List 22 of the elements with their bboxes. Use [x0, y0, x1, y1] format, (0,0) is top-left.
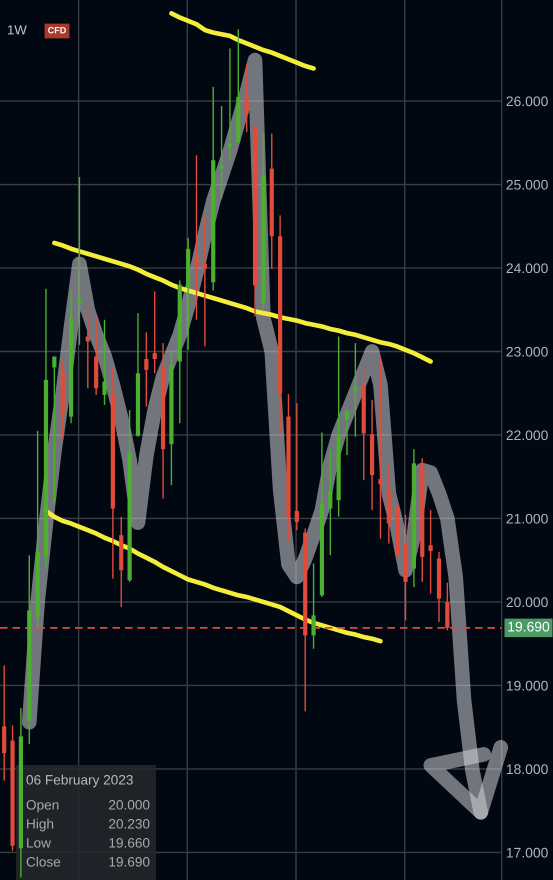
annotation: 19.690 [109, 857, 150, 867]
annotation: Low [27, 838, 52, 848]
y-tick-label: 26.000 [506, 96, 548, 106]
y-tick-label: 24.000 [506, 263, 548, 274]
y-tick-label: 18.000 [506, 764, 548, 774]
y-tick-label: 22.000 [506, 430, 548, 440]
annotation: CFD [48, 27, 66, 34]
y-tick-label: 21.000 [506, 514, 548, 524]
annotation: 06 February 2023 [26, 774, 133, 788]
y-tick-label: 25.000 [506, 180, 548, 190]
annotation: 19.660 [109, 838, 150, 848]
annotation: High [27, 818, 54, 832]
annotation: 20.000 [109, 800, 150, 810]
y-tick-label: 19.000 [506, 680, 548, 691]
annotation: 20.230 [109, 819, 150, 829]
annotation: Close [26, 856, 60, 867]
y-tick-label: 23.000 [506, 346, 548, 357]
ref-line-label: 19.690 [508, 622, 550, 632]
annotation: 1W [8, 25, 27, 34]
y-tick-label: 20.000 [506, 597, 548, 608]
annotation: Open [26, 800, 58, 812]
y-tick-label: 17.000 [506, 848, 548, 858]
